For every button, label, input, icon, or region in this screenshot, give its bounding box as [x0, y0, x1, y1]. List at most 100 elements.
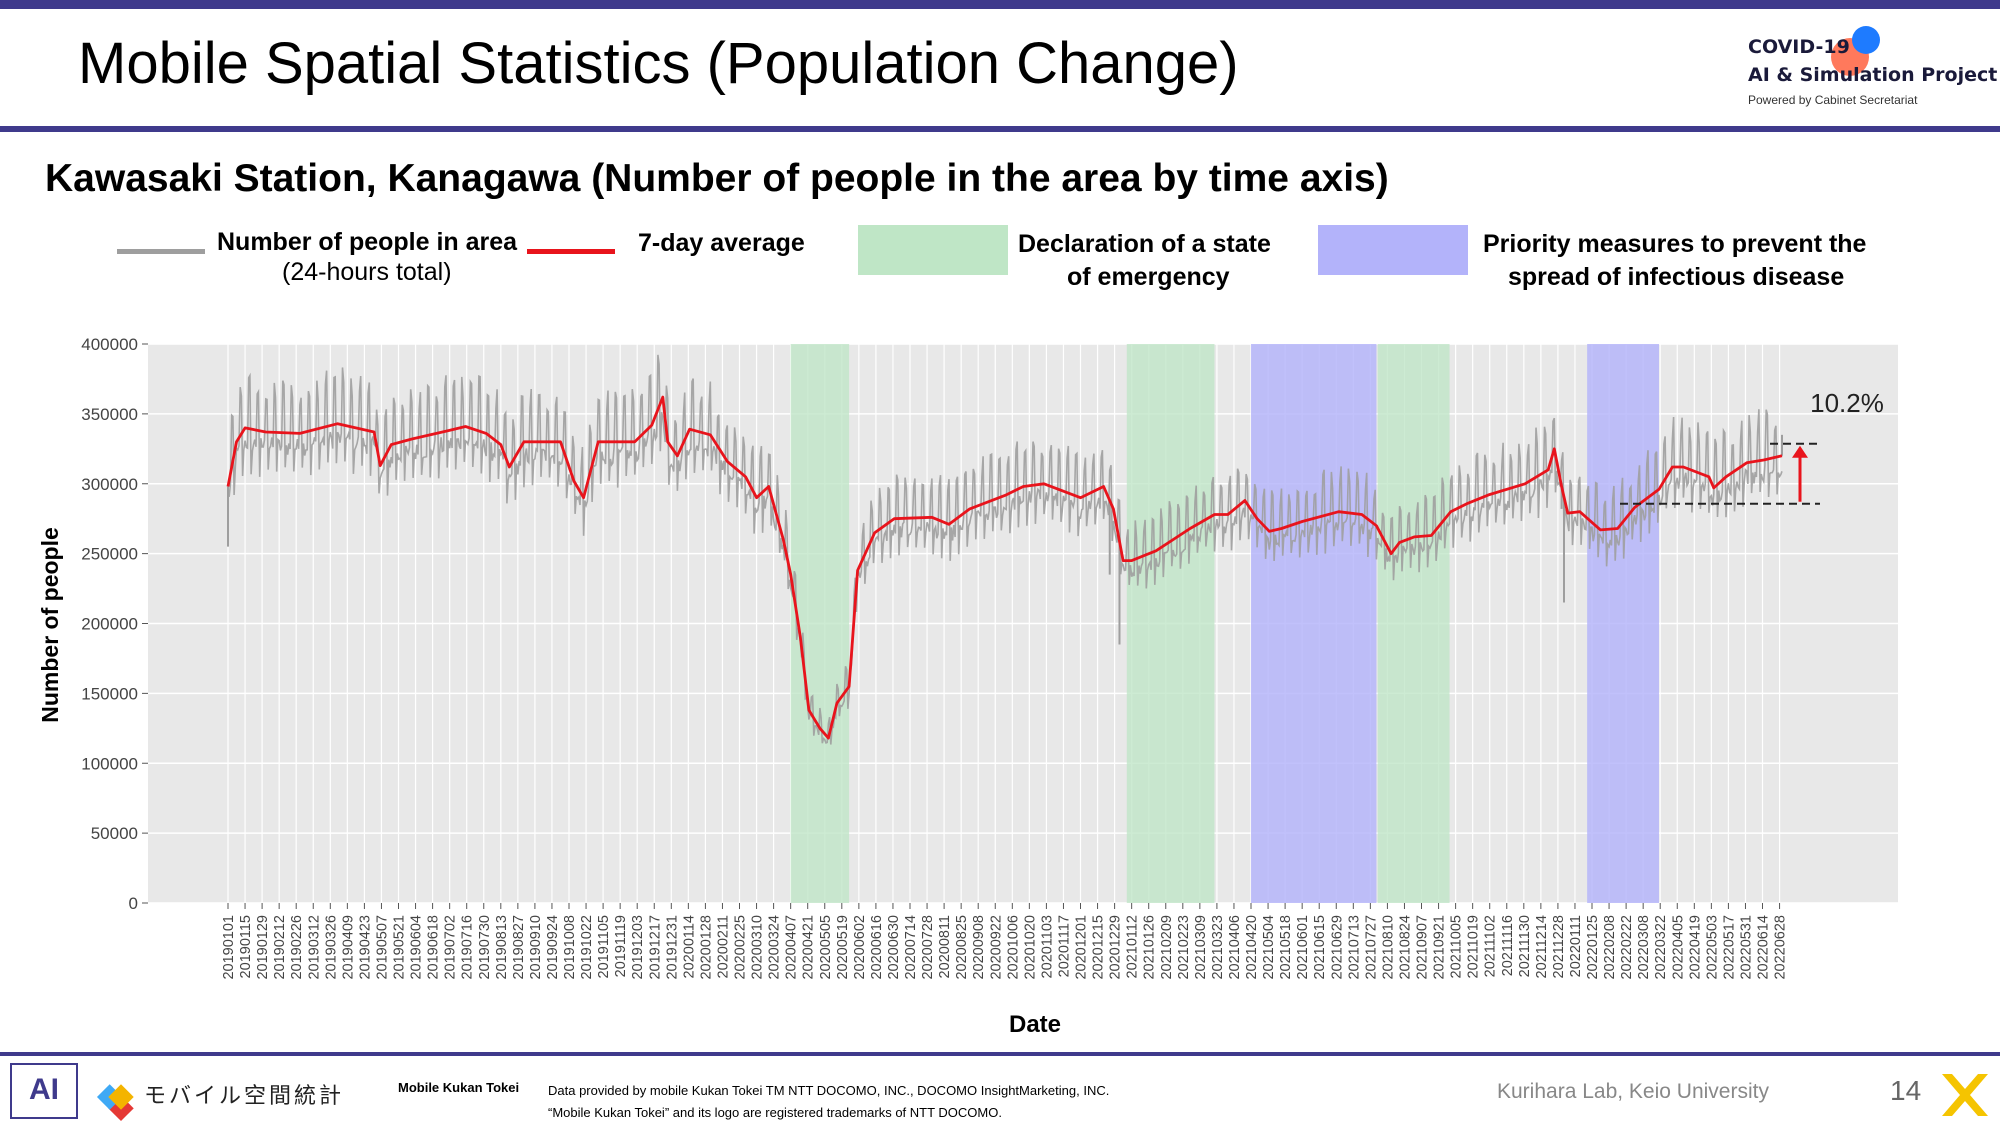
x-tick-label: 20190115: [238, 915, 254, 978]
chart-title: Kawasaki Station, Kanagawa (Number of pe…: [45, 157, 1389, 200]
x-tick-label: 20220308: [1636, 915, 1652, 980]
y-tick-label: 200000: [81, 615, 138, 634]
x-tick-label: 20210309: [1193, 915, 1209, 980]
y-tick-label: 400000: [81, 335, 138, 354]
x-tick-label: 20201020: [1022, 915, 1038, 980]
x-tick-label: 20210518: [1278, 915, 1294, 980]
x-tick-label: 20220405: [1670, 915, 1686, 980]
x-tick-label: 20190423: [357, 915, 373, 980]
lab-logo: AI: [10, 1063, 78, 1119]
x-tick-label: 20220503: [1704, 915, 1720, 980]
x-logo-icon: [1942, 1074, 1988, 1116]
logo-line-3: Powered by Cabinet Secretariat: [1748, 93, 1918, 107]
change-annotation-label: 10.2%: [1810, 388, 1884, 418]
project-logo: COVID-19 AI & Simulation Project Powered…: [1748, 26, 1997, 115]
legend-emergency-swatch: [858, 225, 1008, 275]
x-tick-label: 20201215: [1091, 915, 1107, 980]
period-bands: [790, 344, 1659, 903]
x-tick-label: 20200211: [715, 915, 731, 978]
x-tick-label: 20220208: [1602, 915, 1618, 980]
footer-brand: Mobile Kukan Tokei: [398, 1080, 520, 1095]
page-number: 14: [1890, 1075, 1922, 1106]
x-tick-label: 20190326: [323, 915, 339, 980]
x-tick-label: 20190924: [545, 915, 561, 980]
legend-priority-sublabel: spread of infectious disease: [1508, 263, 1845, 291]
x-tick-label: 20191008: [562, 915, 578, 980]
x-tick-label: 20200728: [920, 915, 936, 980]
legend-avg-swatch: [527, 249, 615, 254]
x-tick-label: 20191203: [630, 915, 646, 980]
priority-band: [1251, 344, 1377, 903]
cube-icon: [108, 1084, 134, 1110]
x-tick-label: 20190604: [409, 915, 425, 980]
y-tick-label: 350000: [81, 405, 138, 424]
x-tick-label: 20201103: [1039, 915, 1055, 978]
population-line-chart: 0 50000 100000 150000 200000 250000 300000 3500…: [37, 335, 1898, 1038]
x-tick-label: 20200421: [801, 915, 817, 980]
x-tick-label: 20200616: [869, 915, 885, 980]
x-tick-label: 20210420: [1244, 915, 1260, 980]
priority-band: [1587, 344, 1659, 903]
y-tick-label: 250000: [81, 545, 138, 564]
footer-data-line-2: “Mobile Kukan Tokei” and its logo are re…: [548, 1105, 1002, 1120]
x-tick-label: 20220111: [1568, 915, 1584, 977]
x-tick-label: 20190507: [374, 915, 390, 980]
x-tick-label: 20210713: [1346, 915, 1362, 980]
x-tick-label: 20191231: [664, 915, 680, 980]
x-tick-label: 20210112: [1125, 915, 1141, 978]
legend-priority-label: Priority measures to prevent the: [1483, 230, 1867, 258]
x-tick-label: 20211019: [1466, 915, 1482, 978]
x-tick-label: 20200407: [784, 915, 800, 980]
logo-line-2: AI & Simulation Project: [1748, 64, 1998, 86]
x-tick-label: 20211214: [1534, 915, 1550, 978]
x-tick-label: 20200114: [681, 915, 697, 978]
raw-series-layer: [227, 354, 1783, 745]
x-tick-label: 20190521: [392, 915, 408, 980]
y-tick-label: 100000: [81, 754, 138, 773]
legend-raw-sublabel: (24-hours total): [282, 258, 452, 286]
x-tick-label: 20201201: [1074, 915, 1090, 980]
x-tick-label: 20190827: [511, 915, 527, 980]
x-tick-label: 20210907: [1415, 915, 1431, 980]
footer-lab-name: Kurihara Lab, Keio University: [1497, 1080, 1769, 1103]
x-tick-label: 20220125: [1585, 915, 1601, 980]
top-accent-bar: [0, 0, 2000, 9]
x-tick-label: 20220614: [1756, 915, 1772, 980]
x-tick-label: 20220322: [1653, 915, 1669, 980]
x-tick-label: 20191022: [579, 915, 595, 980]
x-tick-label: 20210921: [1432, 915, 1448, 980]
x-tick-label: 20190702: [443, 915, 459, 980]
x-tick-label: 20220628: [1773, 915, 1789, 980]
x-tick-label: 20210209: [1159, 915, 1175, 980]
x-tick-label: 20200602: [852, 915, 868, 980]
footer-data-line-1: Data provided by mobile Kukan Tokei TM N…: [548, 1083, 1110, 1098]
x-axis-label: Date: [1009, 1011, 1061, 1038]
x-tick-label: 20190226: [289, 915, 305, 980]
y-tick-label: 300000: [81, 475, 138, 494]
x-tick-label: 20210615: [1312, 915, 1328, 980]
logo-blue-dot: [1852, 26, 1880, 54]
x-tick-label: 20210824: [1397, 915, 1413, 980]
x-tick-label: 20211228: [1551, 915, 1567, 978]
x-tick-label: 20210323: [1210, 915, 1226, 980]
emergency-band: [1377, 344, 1450, 903]
x-tick-label: 20190212: [272, 915, 288, 980]
footer-data-credit: Data provided by mobile Kukan Tokei TM N…: [548, 1080, 1109, 1124]
x-tick-label: 20210504: [1261, 915, 1277, 980]
x-tick-label: 20200310: [750, 915, 766, 980]
footer-divider: [0, 1052, 2000, 1056]
page-title: Mobile Spatial Statistics (Population Ch…: [78, 31, 1239, 96]
x-tick-label: 20190813: [494, 915, 510, 980]
avg-series-line: [226, 395, 1783, 740]
emergency-band: [790, 344, 850, 903]
legend-priority-swatch: [1318, 225, 1468, 275]
y-axis-label: Number of people: [37, 527, 63, 723]
logo-line-1: COVID-19: [1748, 36, 1850, 58]
x-tick-label: 20200825: [954, 915, 970, 980]
x-tick-label: 20200505: [818, 915, 834, 980]
x-tick-label: 20210727: [1363, 915, 1379, 980]
emergency-band: [1126, 344, 1215, 903]
x-tick-label: 20200225: [733, 915, 749, 980]
x-tick-label: 20220419: [1687, 915, 1703, 980]
x-tick-label: 20200128: [698, 915, 714, 980]
